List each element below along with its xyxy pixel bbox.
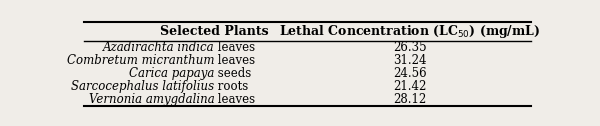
Text: 24.56: 24.56 [393, 67, 427, 80]
Text: Lethal Concentration (LC$_{50}$) (mg/mL): Lethal Concentration (LC$_{50}$) (mg/mL) [279, 23, 541, 40]
Text: leaves: leaves [215, 41, 256, 54]
Text: 26.35: 26.35 [393, 41, 427, 54]
Text: leaves: leaves [215, 93, 256, 106]
Text: 21.42: 21.42 [393, 80, 427, 93]
Text: Sarcocephalus latifolius: Sarcocephalus latifolius [71, 80, 215, 93]
Text: 28.12: 28.12 [393, 93, 427, 106]
Text: Selected Plants: Selected Plants [160, 25, 269, 38]
Text: leaves: leaves [215, 54, 256, 67]
Text: Combretum micranthum: Combretum micranthum [67, 54, 215, 67]
Text: seeds: seeds [215, 67, 252, 80]
Text: roots: roots [215, 80, 249, 93]
Text: Carica papaya: Carica papaya [129, 67, 215, 80]
Text: 31.24: 31.24 [393, 54, 427, 67]
Text: Vernonia amygdalina: Vernonia amygdalina [89, 93, 215, 106]
Text: Azadirachta indica: Azadirachta indica [103, 41, 215, 54]
